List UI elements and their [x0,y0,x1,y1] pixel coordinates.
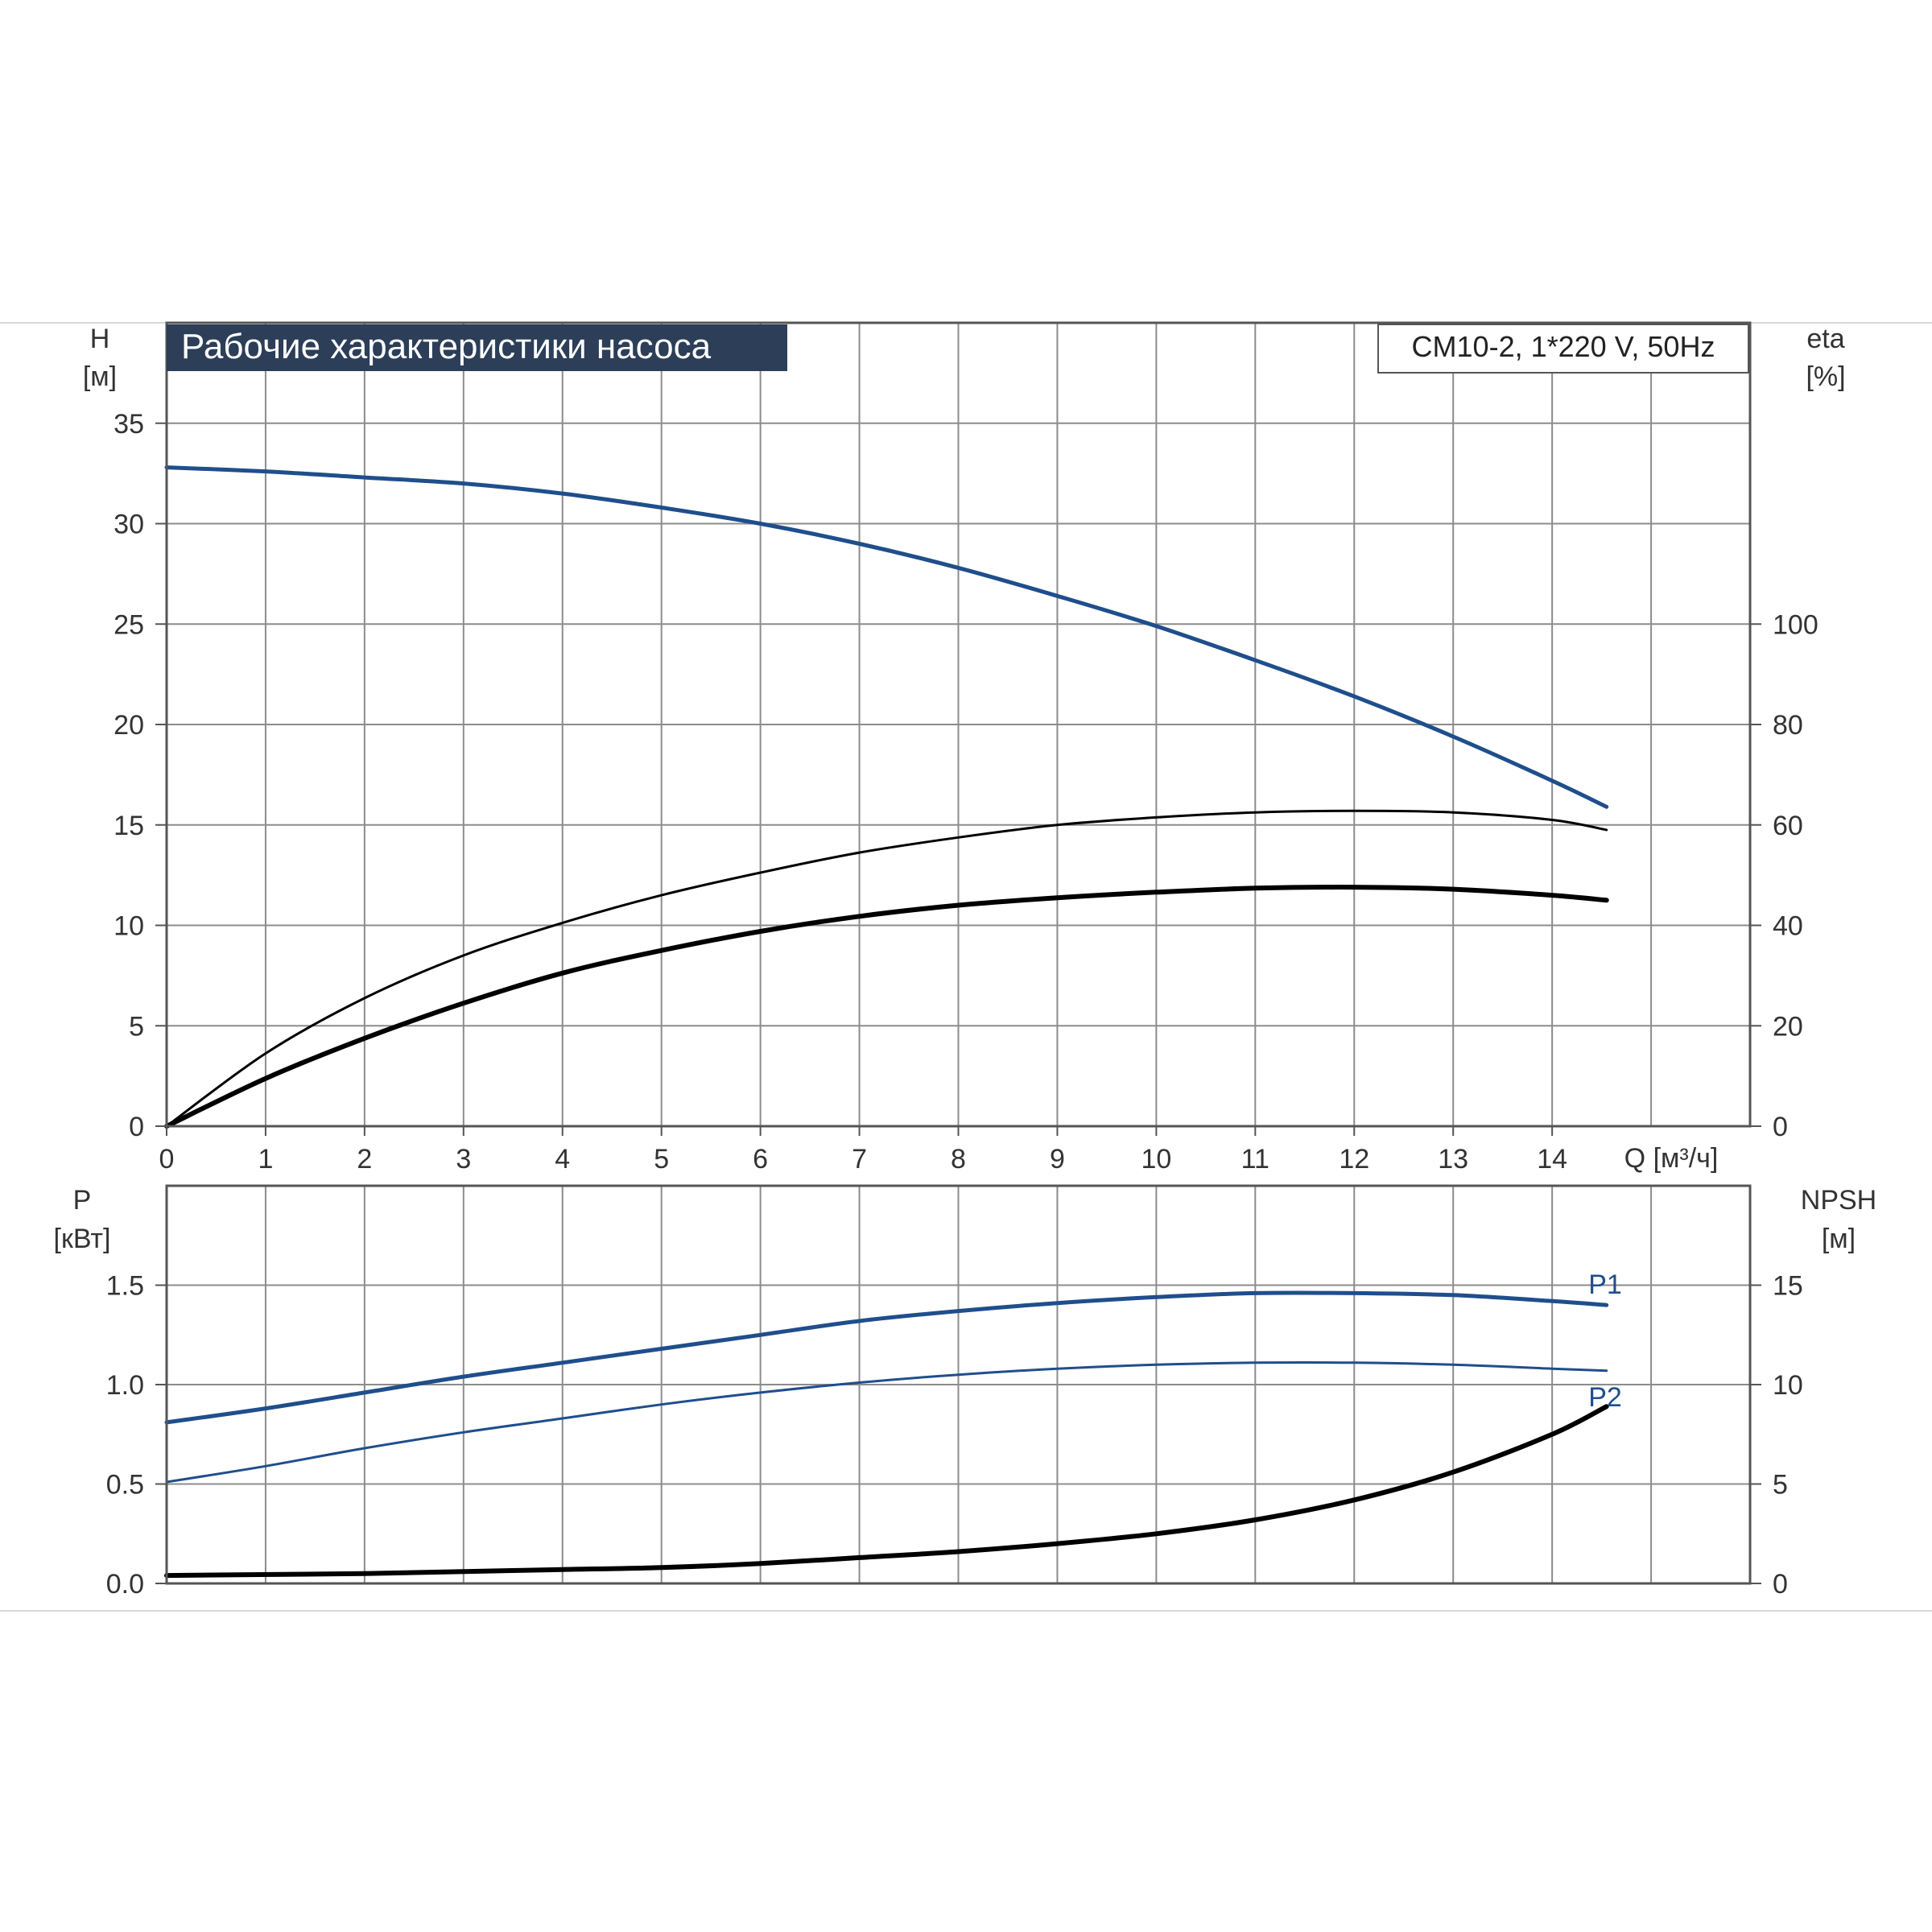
curve-0-2 [164,885,1609,1129]
x-tick-label: 3 [456,1144,471,1174]
power-axis-label: P [73,1185,92,1216]
right-tick-label: 15 [1773,1271,1803,1302]
left-tick-label: 10 [114,911,144,942]
right-tick-label: 40 [1773,911,1803,942]
npsh-axis-ticks: 0 5 10 15 [1750,1271,1803,1600]
x-tick-label: 14 [1537,1144,1567,1174]
x-tick-label: 4 [555,1144,570,1174]
x-tick-label: 5 [654,1144,669,1174]
right-tick-label: 20 [1773,1011,1803,1042]
power-grid [167,1186,1750,1583]
x-tick-label: 9 [1050,1144,1065,1174]
x-tick-label: 8 [951,1144,966,1174]
efficiency-axis-ticks: 0 20 40 60 80 100 [1750,609,1818,1142]
flow-axis-ticks: 0 1 2 3 4 5 6 7 8 9 10 11 12 13 14 [159,1126,1567,1174]
head-grid [167,323,1750,1126]
right-tick-label: 60 [1773,811,1803,841]
chart-title: Рабочие характеристики насоса [181,327,712,366]
right-tick-label: 5 [1773,1470,1788,1501]
left-tick-label: 1.5 [106,1271,144,1302]
npsh-axis-label: NPSH [1801,1185,1876,1216]
x-tick-label: 10 [1141,1144,1171,1174]
x-tick-label: 7 [852,1144,867,1174]
p2-series-label: P2 [1588,1382,1622,1413]
p1-series-label: P1 [1588,1269,1622,1300]
head-axis-label: H [90,324,110,354]
power-axis-unit: [кВт] [54,1224,111,1254]
x-tick-label: 0 [159,1144,175,1174]
right-tick-label: 100 [1773,609,1818,640]
curve-0-0 [164,465,1609,809]
curve-1-0 [164,1290,1609,1425]
right-tick-label: 10 [1773,1370,1803,1401]
curve-1-1 [165,1361,1608,1484]
power-npsh-curves [164,1290,1609,1579]
left-tick-label: 35 [114,409,144,440]
left-tick-label: 5 [129,1011,144,1042]
title-banner [167,324,787,371]
curve-1-2 [164,1404,1609,1579]
head-axis-ticks: 0 5 10 15 20 25 30 35 [114,409,167,1142]
x-tick-label: 11 [1241,1144,1269,1174]
left-tick-label: 15 [114,811,144,841]
right-tick-label: 0 [1773,1569,1788,1600]
x-tick-label: 6 [753,1144,768,1174]
left-tick-label: 0.5 [106,1470,144,1501]
right-tick-label: 80 [1773,710,1803,741]
model-label: CM10-2, 1*220 V, 50Hz [1412,330,1715,363]
left-tick-label: 1.0 [106,1370,144,1401]
curve-0-1 [165,809,1608,1128]
left-tick-label: 0.0 [106,1569,144,1600]
head-axis-unit: [м] [83,361,117,392]
left-tick-label: 25 [114,609,144,640]
left-tick-label: 20 [114,710,144,741]
x-tick-label: 1 [258,1144,273,1174]
x-tick-label: 2 [357,1144,372,1174]
power-axis-ticks: 0.0 0.5 1.0 1.5 [106,1271,167,1600]
left-tick-label: 0 [129,1112,144,1142]
x-tick-label: 13 [1438,1144,1468,1174]
npsh-axis-unit: [м] [1822,1224,1856,1254]
efficiency-axis-unit: [%] [1806,361,1845,392]
efficiency-axis-label: eta [1806,324,1844,354]
model-label-box [1377,324,1749,374]
left-tick-label: 30 [114,510,144,540]
x-tick-label: 12 [1339,1144,1369,1174]
head-efficiency-curves [164,465,1609,1129]
flow-axis-label: Q [м³/ч] [1624,1143,1719,1174]
right-tick-label: 0 [1773,1112,1788,1142]
